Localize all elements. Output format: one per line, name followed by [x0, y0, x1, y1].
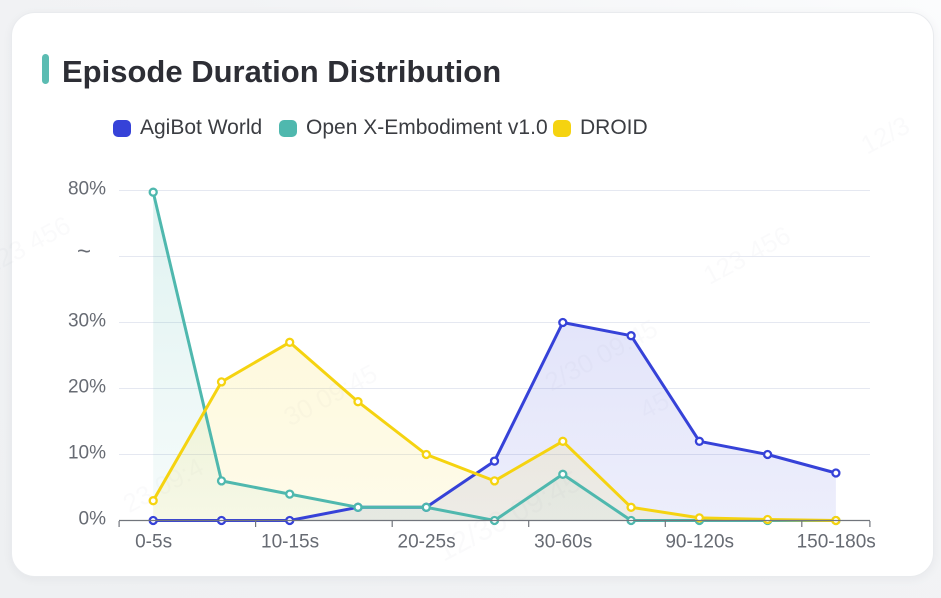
svg-text:30%: 30%	[68, 310, 106, 331]
svg-text:0%: 0%	[79, 508, 107, 529]
svg-text:10-15s: 10-15s	[261, 532, 319, 553]
svg-text:80%: 80%	[68, 178, 106, 199]
svg-text:~: ~	[77, 238, 91, 265]
svg-text:20-25s: 20-25s	[398, 532, 456, 553]
svg-text:10%: 10%	[68, 442, 106, 463]
svg-text:0-5s: 0-5s	[135, 532, 172, 553]
svg-text:150-180s: 150-180s	[797, 532, 876, 553]
svg-text:20%: 20%	[68, 376, 106, 397]
svg-text:30-60s: 30-60s	[534, 532, 592, 553]
svg-text:90-120s: 90-120s	[665, 532, 734, 553]
